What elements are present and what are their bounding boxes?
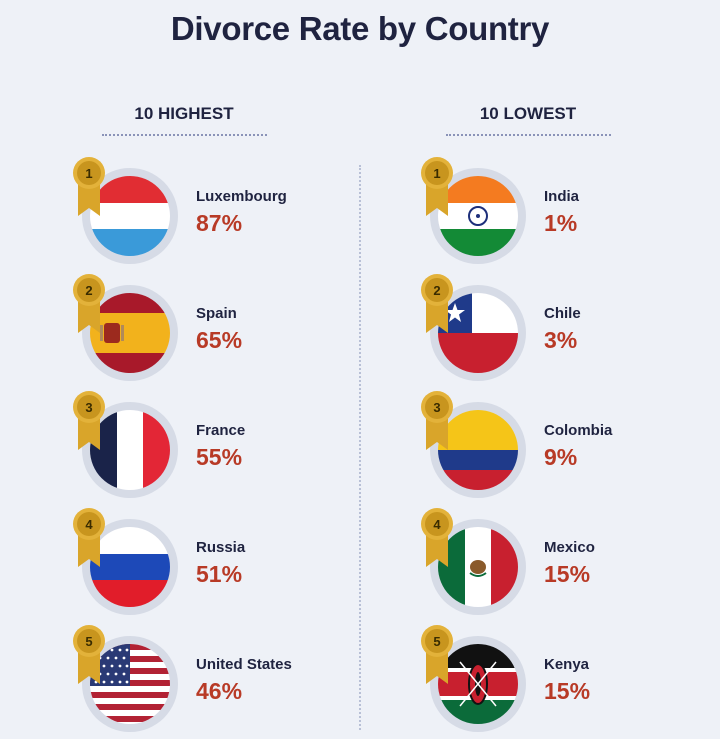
medal-icon: 3 [421,391,453,450]
medal-icon: 1 [421,157,453,216]
medal-icon: 5 [421,625,453,684]
medal-icon: 1 [73,157,105,216]
lowest-heading-underline [445,134,611,136]
list-item: 4 Russia 51% [72,508,402,619]
country-name: India [544,188,580,205]
rank-number: 3 [85,400,92,415]
list-item: 3 Colombia 9% [420,391,720,502]
rank-number: 5 [433,634,440,649]
highest-heading-label: 10 HIGHEST [134,104,234,123]
rank-number: 3 [433,400,440,415]
column-divider [359,165,361,730]
highest-heading-underline [101,134,267,136]
medal-icon: 5 [73,625,105,684]
rank-number: 5 [85,634,92,649]
rank-number: 2 [433,283,440,298]
medal-icon: 2 [421,274,453,333]
list-item: 4 Mexico 15% [420,508,720,619]
medal-icon: 2 [73,274,105,333]
divorce-rate: 15% [544,678,591,704]
divorce-rate: 3% [544,327,578,353]
country-name: France [196,422,246,439]
rank-number: 2 [85,283,92,298]
list-item: 3 France 55% [72,391,402,502]
country-name: Chile [544,305,581,322]
divorce-rate: 9% [544,444,578,470]
divorce-rate: 55% [196,444,243,470]
list-item: 5 Kenya 15% [420,625,720,736]
divorce-rate: 87% [196,210,243,236]
country-name: Colombia [544,422,613,439]
medal-icon: 4 [421,508,453,567]
country-name: Spain [196,305,237,322]
list-item: 1 Luxembourg 87% [72,157,402,268]
list-item: 1 India 1% [420,157,720,268]
medal-icon: 3 [73,391,105,450]
rank-number: 1 [85,166,92,181]
highest-heading: 10 HIGHEST [84,104,284,136]
country-name: United States [196,656,292,673]
divorce-rate: 46% [196,678,243,704]
country-name: Mexico [544,539,595,556]
medal-icon: 4 [73,508,105,567]
divorce-rate: 65% [196,327,243,353]
lowest-heading-label: 10 LOWEST [479,104,577,123]
rank-number: 4 [85,517,93,532]
divorce-rate: 1% [544,210,578,236]
divorce-rate: 51% [196,561,243,587]
list-item: 5 United States 46% [72,625,402,736]
page-title: Divorce Rate by Country [170,10,550,47]
list-item: 2 Spain 65% [72,274,402,385]
rank-number: 4 [433,517,441,532]
country-name: Luxembourg [196,188,287,205]
country-name: Kenya [544,656,590,673]
list-item: 2 Chile 3% [420,274,720,385]
lowest-heading: 10 LOWEST [428,104,628,136]
country-name: Russia [196,539,246,556]
rank-number: 1 [433,166,440,181]
divorce-rate: 15% [544,561,591,587]
